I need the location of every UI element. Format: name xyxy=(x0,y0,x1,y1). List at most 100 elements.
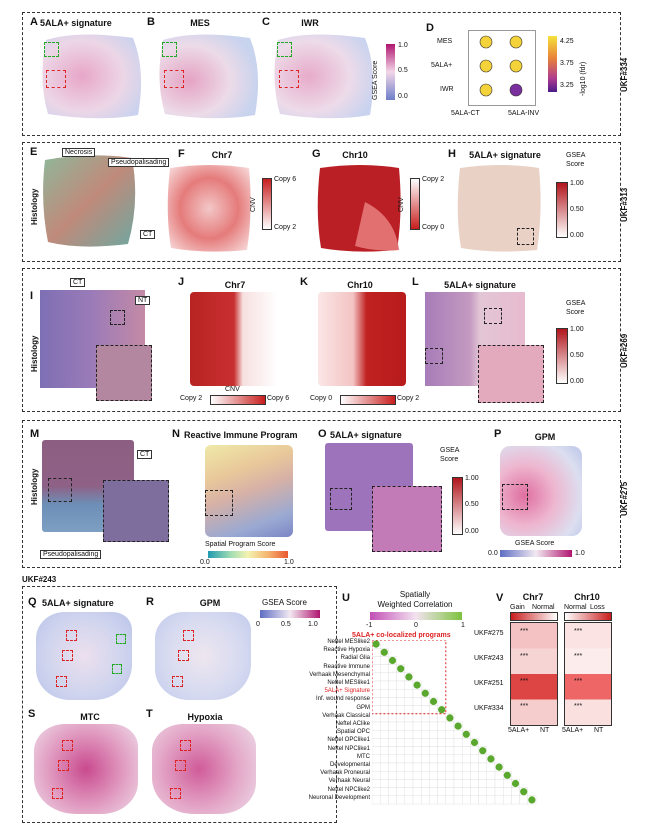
corr-cell xyxy=(412,754,422,764)
roi-box-O xyxy=(330,488,352,510)
corr-cell xyxy=(461,746,471,755)
corr-cell xyxy=(404,697,414,706)
corr-cell xyxy=(421,770,430,780)
colorbar-title-H-line1: GSEA xyxy=(566,152,586,159)
corr-cell xyxy=(412,746,422,755)
corr-cell xyxy=(437,746,446,755)
corr-cell xyxy=(379,656,389,665)
corr-cell xyxy=(412,779,422,788)
colorbar-tick: 0.5 xyxy=(281,621,291,628)
colorbar-tick: 1.00 xyxy=(465,475,479,482)
corr-cell xyxy=(486,770,496,780)
cnv-x-label: NT xyxy=(540,727,550,734)
corr-diagonal-point xyxy=(380,648,388,656)
corr-cell xyxy=(437,721,446,731)
panel-group-ukf269 xyxy=(22,268,621,412)
roi-box-R1 xyxy=(183,630,194,641)
corr-cell xyxy=(429,787,438,797)
corr-cell xyxy=(412,697,422,706)
cnv-col-normal: Normal xyxy=(564,604,587,611)
corr-diagonal-point xyxy=(413,681,421,689)
corr-cell xyxy=(511,787,520,797)
corr-cell xyxy=(470,787,479,797)
dotplot-points xyxy=(479,35,523,97)
roi-box-Q5 xyxy=(112,664,122,674)
corr-cell xyxy=(412,762,422,772)
colorbar-cnv-J xyxy=(210,395,266,405)
colorbar-gsea-row1 xyxy=(386,44,395,100)
corr-row-label: Verhaak Proneural xyxy=(320,770,370,777)
colorbar-title-P: GSEA Score xyxy=(515,540,555,547)
corr-cell xyxy=(388,754,397,764)
corr-cell xyxy=(429,713,438,723)
tissue-map-C xyxy=(274,34,374,119)
cnv-significance: *** xyxy=(520,678,529,685)
panel-letter-N: N xyxy=(172,428,180,440)
corr-cell xyxy=(437,795,446,805)
cnv-significance: *** xyxy=(574,628,583,635)
corr-cell xyxy=(421,697,430,706)
corr-cell xyxy=(470,754,479,764)
corr-cell xyxy=(396,697,406,706)
roi-box-L2 xyxy=(425,348,443,364)
panel-letter-P: P xyxy=(494,428,502,440)
corr-cell xyxy=(445,729,455,739)
corr-cell xyxy=(494,787,504,797)
corr-cell xyxy=(372,762,381,772)
corr-cell xyxy=(453,762,463,772)
corr-title-line1: Spatially xyxy=(399,590,431,599)
cnv-row-label: UKF#334 xyxy=(474,705,504,712)
cnv-row-label: UKF#275 xyxy=(474,630,504,637)
corr-cell xyxy=(478,754,487,764)
corr-cell xyxy=(461,754,471,764)
cnv-x-label: 5ALA+ xyxy=(508,727,530,734)
cnv-title-chr10: Chr10 xyxy=(574,592,600,602)
panel-title-R: GPM xyxy=(199,598,221,608)
corr-cell xyxy=(461,738,471,747)
corr-cell xyxy=(461,787,471,797)
corr-cell xyxy=(372,672,381,682)
colorbar-cnv-K xyxy=(340,395,396,405)
colorbar-title-cnv-F: CNV xyxy=(250,197,257,212)
roi-box-green-B xyxy=(162,42,177,57)
corr-cell xyxy=(404,689,414,698)
inset-box-M xyxy=(103,480,169,542)
cnv-map-K xyxy=(318,292,406,386)
colorbar-tick: 0.0 xyxy=(200,559,210,566)
corr-cell xyxy=(429,738,438,747)
panel-group-ukf243 xyxy=(22,586,337,823)
dotplot-col-label: 5ALA-INV xyxy=(508,110,540,117)
corr-cell xyxy=(396,738,406,747)
corr-row-label: Neftel MESlike2 xyxy=(327,639,370,645)
panel-letter-I: I xyxy=(30,290,34,302)
corr-cell xyxy=(486,795,496,805)
program-map-N xyxy=(205,445,293,537)
corr-cell xyxy=(470,779,479,788)
roi-box-T3 xyxy=(170,788,181,799)
colorbar-cnv-G xyxy=(410,178,420,230)
corr-diagonal-point xyxy=(462,730,470,738)
corr-cell xyxy=(404,787,414,797)
corr-cell xyxy=(470,795,479,805)
colorbar-tick: 1.00 xyxy=(570,180,584,187)
panel-title-B: MES xyxy=(190,18,210,28)
corr-row-label: Neftel NPClike1 xyxy=(327,745,370,752)
corr-cell xyxy=(445,746,455,755)
colorbar-tick: 0.50 xyxy=(570,352,584,359)
tissue-map-P xyxy=(500,446,582,536)
callout-nt-I: NT xyxy=(135,296,151,305)
corr-cell xyxy=(372,647,381,657)
corr-cell xyxy=(379,762,389,772)
corr-cell xyxy=(421,746,430,755)
corr-cell xyxy=(404,680,414,690)
corr-cell xyxy=(412,713,422,723)
corr-cell xyxy=(486,779,496,788)
corr-cell xyxy=(461,795,471,805)
dotplot-frame xyxy=(468,30,536,106)
colorbar-tick: 0.0 xyxy=(398,93,408,100)
cnv-row-label: UKF#243 xyxy=(474,655,504,662)
corr-cell xyxy=(478,770,487,780)
colorbar-label-copy2: Copy 2 xyxy=(180,395,203,402)
corr-cell xyxy=(404,738,414,747)
corr-cell xyxy=(372,770,381,780)
